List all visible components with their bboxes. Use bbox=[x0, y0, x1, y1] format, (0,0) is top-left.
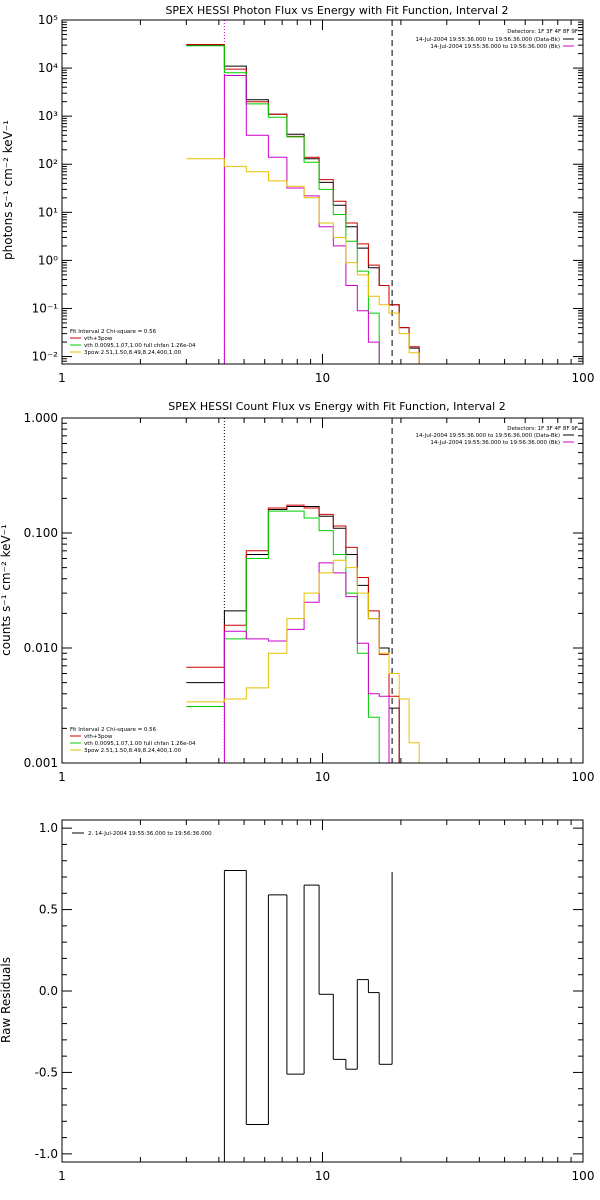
x-tick-label: 10 bbox=[315, 371, 330, 385]
y-tick-label: 10⁰ bbox=[38, 253, 58, 267]
series-green-line bbox=[186, 510, 380, 763]
photon-flux-panel: SPEX HESSI Photon Flux vs Energy with Fi… bbox=[1, 4, 595, 385]
x-tick-label: 1 bbox=[58, 770, 66, 784]
plot-frame bbox=[61, 819, 584, 1163]
y-tick-label: 10¹ bbox=[38, 205, 58, 219]
y-tick-label: 10⁻² bbox=[32, 350, 59, 364]
x-tick-label: 1 bbox=[58, 1169, 66, 1183]
count-flux-fit-line1: vth+3pow bbox=[84, 734, 113, 740]
x-tick-label: 100 bbox=[572, 1169, 595, 1183]
x-tick-label: 10 bbox=[315, 770, 330, 784]
plot-frame bbox=[61, 417, 584, 764]
y-tick-label: 0.010 bbox=[24, 641, 58, 655]
series-red-line bbox=[186, 44, 420, 364]
y-tick-label: 0.001 bbox=[24, 756, 58, 770]
residuals-panel: Raw Residuals 2. 14-Jul-2004 19:55:36.00… bbox=[0, 819, 595, 1183]
count-flux-detectors: Detectors: 1F 3F 4F 8F 9F bbox=[507, 426, 578, 432]
plot-frame bbox=[61, 19, 584, 365]
count-flux-interval-line2: 14-Jul-2004 19:55:36.000 to 19:56:36.000… bbox=[430, 440, 560, 446]
photon-flux-title: SPEX HESSI Photon Flux vs Energy with Fi… bbox=[165, 4, 508, 17]
y-tick-label: -0.5 bbox=[35, 1065, 58, 1079]
y-tick-label: 10³ bbox=[38, 109, 58, 123]
x-tick-label: 100 bbox=[572, 770, 595, 784]
series-magenta-line bbox=[223, 75, 380, 364]
count-flux-title: SPEX HESSI Count Flux vs Energy with Fit… bbox=[168, 400, 505, 413]
photon-flux-fit-line1: vth+3pow bbox=[84, 336, 113, 342]
count-flux-fit-header: Fit Interval 2 Chi-square = 0.56 bbox=[70, 727, 157, 733]
series-magenta-line bbox=[223, 562, 390, 763]
residuals-legend: 2. 14-Jul-2004 19:55:36.000 to 19:56:36.… bbox=[88, 831, 212, 837]
y-tick-label: 1.0 bbox=[39, 821, 58, 835]
y-tick-label: 10⁵ bbox=[38, 13, 58, 27]
y-tick-label: 1.000 bbox=[24, 411, 58, 425]
y-tick-label: 10² bbox=[38, 157, 58, 171]
residual-steps bbox=[223, 870, 393, 1162]
x-tick-label: 100 bbox=[572, 371, 595, 385]
photon-flux-fit-line3: 3pow 2.51,1.50,8.49,8.24,400,1.00 bbox=[84, 350, 182, 356]
x-tick-label: 1 bbox=[58, 371, 66, 385]
series-red-line bbox=[186, 504, 400, 763]
series-green-line bbox=[186, 45, 380, 364]
count-flux-fit-line3: 3pow 2.51,1.50,8.49,8.24,400,1.00 bbox=[84, 748, 182, 754]
photon-flux-interval-line1: 14-Jul-2004 19:55:36.000 to 19:56:36.000… bbox=[416, 37, 561, 43]
y-tick-label: 10⁴ bbox=[38, 61, 58, 75]
series-yellow-line bbox=[186, 559, 420, 763]
y-tick-label: 0.5 bbox=[39, 903, 58, 917]
photon-flux-detectors: Detectors: 1F 3F 4F 8F 9F bbox=[507, 29, 578, 35]
count-flux-ylabel: counts s⁻¹ cm⁻² keV⁻¹ bbox=[0, 524, 13, 656]
x-tick-label: 10 bbox=[315, 1169, 330, 1183]
photon-flux-fit-header: Fit Interval 2 Chi-square = 0.56 bbox=[70, 329, 157, 335]
y-tick-label: 0.0 bbox=[39, 984, 58, 998]
y-tick-label: -1.0 bbox=[35, 1147, 58, 1161]
photon-flux-ylabel: photons s⁻¹ cm⁻² keV⁻¹ bbox=[1, 120, 15, 260]
photon-flux-fit-line2: vth 0.0095,1.07,1.00 full chfan 1.26e-04 bbox=[84, 343, 196, 349]
count-flux-fit-line2: vth 0.0095,1.07,1.00 full chfan 1.26e-04 bbox=[84, 741, 196, 747]
y-tick-label: 10⁻¹ bbox=[32, 301, 59, 315]
series-black-line bbox=[186, 506, 400, 763]
series-yellow-line bbox=[186, 158, 420, 364]
y-tick-label: 0.100 bbox=[24, 526, 58, 540]
residuals-ylabel: Raw Residuals bbox=[0, 957, 13, 1043]
photon-flux-interval-line2: 14-Jul-2004 19:55:36.000 to 19:56:36.000… bbox=[430, 44, 560, 50]
count-flux-interval-line1: 14-Jul-2004 19:55:36.000 to 19:56:36.000… bbox=[416, 433, 561, 439]
count-flux-panel: SPEX HESSI Count Flux vs Energy with Fit… bbox=[0, 400, 595, 784]
series-black-line bbox=[186, 44, 420, 364]
